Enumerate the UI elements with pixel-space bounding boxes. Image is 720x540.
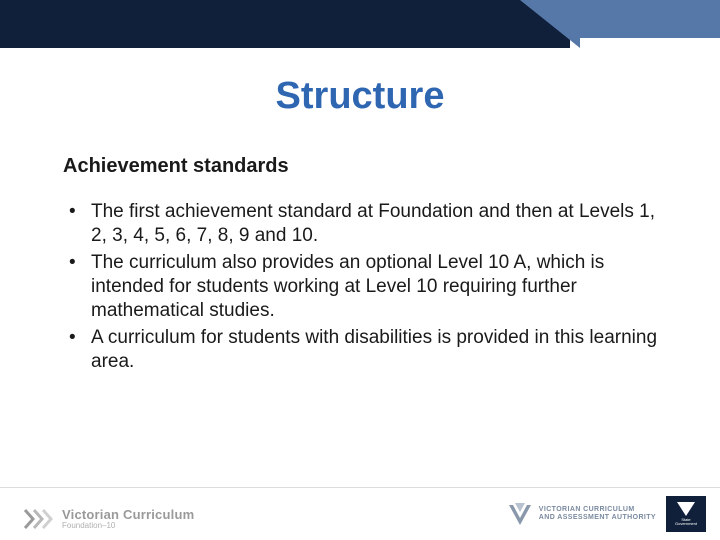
slide-title: Structure bbox=[0, 75, 720, 118]
victoria-triangle-icon bbox=[677, 502, 695, 516]
logo-left-title: Victorian Curriculum bbox=[62, 508, 194, 521]
bullet-item: The first achievement standard at Founda… bbox=[63, 200, 663, 249]
banner-accent-dark bbox=[0, 0, 570, 48]
victorian-curriculum-logo: Victorian Curriculum Foundation–10 bbox=[24, 508, 194, 530]
victoria-state-gov-logo: State Government bbox=[666, 496, 706, 532]
vcaa-line2: AND ASSESSMENT AUTHORITY bbox=[539, 514, 656, 522]
footer-right-logos: VICTORIAN CURRICULUM AND ASSESSMENT AUTH… bbox=[507, 496, 706, 532]
top-banner bbox=[0, 0, 720, 48]
slide-subtitle: Achievement standards bbox=[63, 155, 289, 178]
chevron-logo-icon bbox=[24, 508, 54, 530]
bullet-item: A curriculum for students with disabilit… bbox=[63, 326, 663, 375]
vcaa-text: VICTORIAN CURRICULUM AND ASSESSMENT AUTH… bbox=[539, 506, 656, 522]
banner-notch bbox=[520, 0, 580, 48]
vcaa-logo: VICTORIAN CURRICULUM AND ASSESSMENT AUTH… bbox=[507, 501, 656, 527]
footer: Victorian Curriculum Foundation–10 VICTO… bbox=[0, 486, 720, 540]
vcaa-line1: VICTORIAN CURRICULUM bbox=[539, 506, 656, 514]
vcaa-mark-icon bbox=[507, 501, 533, 527]
bullet-item: The curriculum also provides an optional… bbox=[63, 251, 663, 324]
bullet-list: The first achievement standard at Founda… bbox=[63, 200, 663, 376]
vic-gov-line2: Government bbox=[675, 522, 697, 526]
logo-left-subtitle: Foundation–10 bbox=[62, 522, 194, 530]
